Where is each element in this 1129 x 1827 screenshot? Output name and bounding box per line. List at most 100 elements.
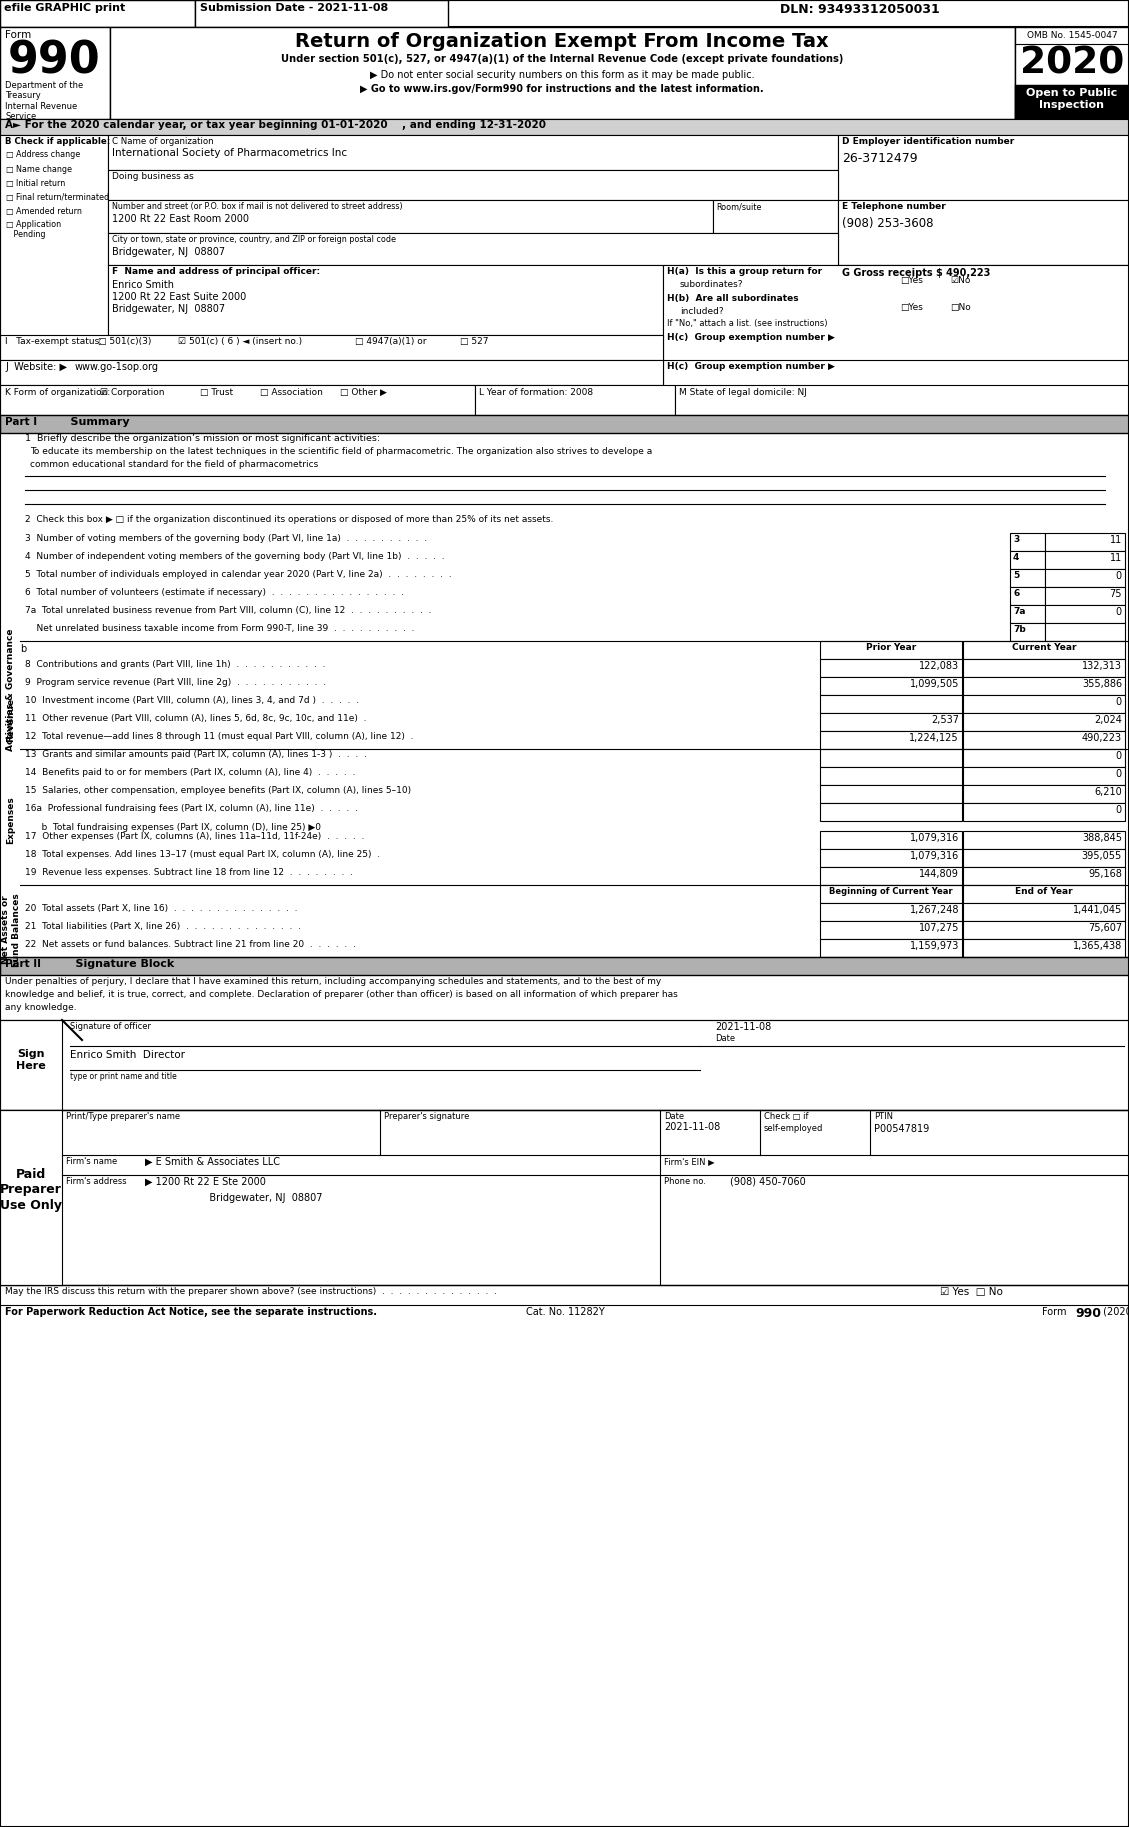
Text: Bridgewater, NJ  08807: Bridgewater, NJ 08807 bbox=[200, 1193, 323, 1202]
Text: Prior Year: Prior Year bbox=[866, 643, 916, 652]
Bar bbox=[1045, 586, 1124, 605]
Text: 10  Investment income (Part VIII, column (A), lines 3, 4, and 7d )  .  .  .  .  : 10 Investment income (Part VIII, column … bbox=[25, 696, 359, 705]
Text: 22  Net assets or fund balances. Subtract line 21 from line 20  .  .  .  .  .  .: 22 Net assets or fund balances. Subtract… bbox=[25, 941, 356, 948]
Text: Current Year: Current Year bbox=[1012, 643, 1076, 652]
Text: subordinates?: subordinates? bbox=[680, 280, 744, 289]
Text: ▶ Do not enter social security numbers on this form as it may be made public.: ▶ Do not enter social security numbers o… bbox=[369, 69, 754, 80]
Bar bbox=[675, 385, 1129, 415]
Text: Paid
Preparer
Use Only: Paid Preparer Use Only bbox=[0, 1169, 62, 1211]
Text: M State of legal domicile: NJ: M State of legal domicile: NJ bbox=[679, 387, 807, 396]
Text: 1  Briefly describe the organization’s mission or most significant activities:: 1 Briefly describe the organization’s mi… bbox=[25, 435, 380, 442]
Text: any knowledge.: any knowledge. bbox=[5, 1003, 77, 1012]
Text: Preparer's signature: Preparer's signature bbox=[384, 1113, 470, 1122]
Bar bbox=[108, 170, 838, 199]
Bar bbox=[820, 694, 962, 713]
Text: 144,809: 144,809 bbox=[919, 870, 959, 879]
Bar bbox=[963, 694, 1124, 713]
Text: Open to Public
Inspection: Open to Public Inspection bbox=[1026, 88, 1118, 110]
Text: □ Application
   Pending: □ Application Pending bbox=[6, 219, 61, 239]
Text: 1,079,316: 1,079,316 bbox=[910, 833, 959, 842]
Bar bbox=[0, 1111, 1129, 1284]
Bar bbox=[1045, 623, 1124, 641]
Text: □No: □No bbox=[949, 303, 971, 312]
Text: 0: 0 bbox=[1115, 806, 1122, 815]
Bar bbox=[820, 786, 962, 804]
Text: Room/suite: Room/suite bbox=[716, 203, 761, 210]
Text: F  Name and address of principal officer:: F Name and address of principal officer: bbox=[112, 267, 321, 276]
Text: ☑No: ☑No bbox=[949, 276, 970, 285]
Text: ▶ 1200 Rt 22 E Ste 2000: ▶ 1200 Rt 22 E Ste 2000 bbox=[145, 1177, 265, 1188]
Text: 15  Salaries, other compensation, employee benefits (Part IX, column (A), lines : 15 Salaries, other compensation, employe… bbox=[25, 786, 411, 795]
Text: 355,886: 355,886 bbox=[1082, 680, 1122, 689]
Bar bbox=[0, 385, 475, 415]
Text: Signature Block: Signature Block bbox=[60, 959, 174, 968]
Text: □ Other ▶: □ Other ▶ bbox=[340, 387, 387, 396]
Text: □ Initial return: □ Initial return bbox=[6, 179, 65, 188]
Text: L Year of formation: 2008: L Year of formation: 2008 bbox=[479, 387, 593, 396]
Bar bbox=[0, 1111, 62, 1284]
Text: Enrico Smith: Enrico Smith bbox=[112, 280, 174, 290]
Bar bbox=[820, 731, 962, 749]
Text: 14  Benefits paid to or for members (Part IX, column (A), line 4)  .  .  .  .  .: 14 Benefits paid to or for members (Part… bbox=[25, 767, 356, 776]
Text: Firm's address: Firm's address bbox=[65, 1177, 126, 1186]
Text: □ Association: □ Association bbox=[260, 387, 323, 396]
Text: 0: 0 bbox=[1115, 572, 1122, 581]
Bar bbox=[1045, 568, 1124, 586]
Text: ▶ E Smith & Associates LLC: ▶ E Smith & Associates LLC bbox=[145, 1156, 280, 1167]
Bar bbox=[838, 199, 1129, 265]
Bar bbox=[963, 868, 1124, 884]
Bar bbox=[820, 749, 962, 767]
Text: Under penalties of perjury, I declare that I have examined this return, includin: Under penalties of perjury, I declare th… bbox=[5, 977, 662, 987]
Bar bbox=[0, 1019, 1129, 1111]
Text: Submission Date - 2021-11-08: Submission Date - 2021-11-08 bbox=[200, 4, 388, 13]
Text: 6,210: 6,210 bbox=[1094, 787, 1122, 797]
Bar bbox=[963, 678, 1124, 694]
Text: □ 4947(a)(1) or: □ 4947(a)(1) or bbox=[355, 336, 427, 345]
Bar bbox=[963, 731, 1124, 749]
Text: 1200 Rt 22 East Suite 2000: 1200 Rt 22 East Suite 2000 bbox=[112, 292, 246, 301]
Text: 6: 6 bbox=[1013, 588, 1019, 597]
Text: □Yes: □Yes bbox=[900, 303, 922, 312]
Text: 75,607: 75,607 bbox=[1088, 923, 1122, 934]
Text: D Employer identification number: D Employer identification number bbox=[842, 137, 1014, 146]
Text: I   Tax-exempt status:: I Tax-exempt status: bbox=[5, 336, 102, 345]
Text: H(b)  Are all subordinates: H(b) Are all subordinates bbox=[667, 294, 798, 303]
Text: Part II: Part II bbox=[5, 959, 41, 968]
Text: 4: 4 bbox=[1013, 554, 1019, 563]
Text: 0: 0 bbox=[1115, 607, 1122, 618]
Text: 2,537: 2,537 bbox=[931, 714, 959, 725]
Bar bbox=[963, 749, 1124, 767]
Text: b  Total fundraising expenses (Part IX, column (D), line 25) ▶0: b Total fundraising expenses (Part IX, c… bbox=[30, 822, 321, 831]
Text: DLN: 93493312050031: DLN: 93493312050031 bbox=[780, 4, 939, 16]
Bar bbox=[1010, 568, 1045, 586]
Text: 5: 5 bbox=[1013, 572, 1019, 579]
Bar bbox=[820, 850, 962, 868]
Text: (2020): (2020) bbox=[1100, 1306, 1129, 1317]
Text: b: b bbox=[20, 643, 26, 654]
Text: G Gross receipts $ 490,223: G Gross receipts $ 490,223 bbox=[842, 269, 990, 278]
Text: To educate its membership on the latest techniques in the scientific field of ph: To educate its membership on the latest … bbox=[30, 448, 653, 457]
Text: Print/Type preparer's name: Print/Type preparer's name bbox=[65, 1113, 181, 1122]
Text: (908) 450-7060: (908) 450-7060 bbox=[730, 1177, 806, 1188]
Text: 3: 3 bbox=[1013, 535, 1019, 544]
Text: Form: Form bbox=[5, 29, 32, 40]
Text: Firm's EIN ▶: Firm's EIN ▶ bbox=[664, 1156, 715, 1166]
Bar bbox=[838, 265, 1129, 294]
Bar bbox=[663, 265, 1129, 389]
Bar bbox=[1010, 623, 1045, 641]
Bar bbox=[714, 199, 838, 234]
Text: Sign
Here: Sign Here bbox=[16, 1049, 46, 1071]
Bar bbox=[820, 831, 962, 850]
Text: type or print name and title: type or print name and title bbox=[70, 1072, 177, 1082]
Bar bbox=[0, 0, 195, 27]
Bar bbox=[963, 903, 1124, 921]
Text: B Check if applicable:: B Check if applicable: bbox=[5, 137, 111, 146]
Bar bbox=[820, 804, 962, 820]
Bar bbox=[1015, 27, 1129, 119]
Text: Bridgewater, NJ  08807: Bridgewater, NJ 08807 bbox=[112, 303, 225, 314]
Text: □ 527: □ 527 bbox=[460, 336, 489, 345]
Text: 13  Grants and similar amounts paid (Part IX, column (A), lines 1-3 )  .  .  .  : 13 Grants and similar amounts paid (Part… bbox=[25, 751, 367, 758]
Text: 990: 990 bbox=[1075, 1306, 1101, 1319]
Text: Department of the
Treasury
Internal Revenue
Service: Department of the Treasury Internal Reve… bbox=[5, 80, 84, 121]
Text: ☑ 501(c) ( 6 ) ◄ (insert no.): ☑ 501(c) ( 6 ) ◄ (insert no.) bbox=[178, 336, 303, 345]
